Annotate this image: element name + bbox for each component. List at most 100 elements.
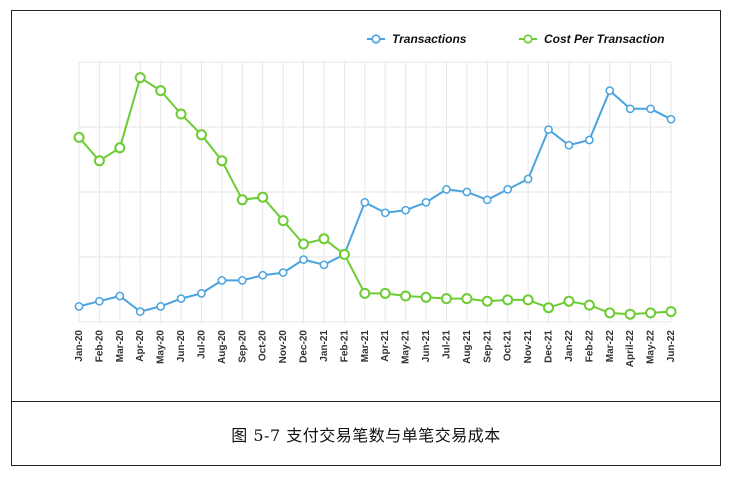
caption-divider xyxy=(11,401,721,402)
figure-caption: 图 5-7 支付交易笔数与单笔交易成本 xyxy=(231,426,501,445)
data-point-transactions xyxy=(217,276,227,285)
data-point-cost-per-transaction xyxy=(461,293,473,305)
data-point-cost-per-transaction xyxy=(583,299,595,311)
x-tick-label: Feb-21 xyxy=(339,330,350,363)
x-tick-label: Jun-21 xyxy=(421,330,432,363)
data-point-transactions xyxy=(319,260,329,270)
x-tick-label: May-22 xyxy=(646,330,657,364)
x-tick-label: Jul-20 xyxy=(196,330,207,359)
data-point-transactions xyxy=(544,125,553,134)
series-lines xyxy=(78,76,672,316)
data-point-transactions xyxy=(115,291,125,301)
x-axis-tick-labels: Jan-20 Feb-20 Mar-20 Apr-20 May-20 Jun-20 Jul-… xyxy=(74,330,677,368)
data-point-cost-per-transaction xyxy=(522,294,534,306)
x-tick-label: Oct-21 xyxy=(503,330,514,362)
data-point-cost-per-transaction xyxy=(195,129,207,141)
x-tick-label: Aug-20 xyxy=(217,330,228,364)
data-point-transactions xyxy=(258,270,268,280)
data-point-cost-per-transaction xyxy=(155,85,167,97)
data-point-transactions xyxy=(503,185,513,194)
x-tick-label: Jun-22 xyxy=(666,330,677,363)
data-point-cost-per-transaction xyxy=(440,293,452,305)
x-tick-label: Apr-21 xyxy=(380,330,391,362)
x-tick-label: Jan-20 xyxy=(74,330,85,362)
data-point-transactions xyxy=(135,307,145,316)
x-tick-label: Mar-21 xyxy=(360,330,371,363)
x-tick-label: Aug-21 xyxy=(462,330,473,364)
data-point-cost-per-transaction xyxy=(359,287,371,299)
data-point-cost-per-transaction xyxy=(624,308,636,320)
data-point-cost-per-transaction xyxy=(543,302,555,314)
figure-frame xyxy=(11,10,721,466)
x-tick-label: Mar-20 xyxy=(115,330,126,363)
data-point-transactions xyxy=(156,302,166,311)
x-tick-label: Dec-21 xyxy=(544,330,555,363)
data-point-transactions xyxy=(74,302,84,311)
data-point-transactions xyxy=(462,187,472,197)
data-point-cost-per-transaction xyxy=(645,307,657,319)
line-chart: Jan-20 Feb-20 Mar-20 Apr-20 May-20 Jun-20 Jul-… xyxy=(73,32,677,368)
data-points xyxy=(73,72,677,320)
data-point-cost-per-transaction xyxy=(216,155,228,167)
data-point-cost-per-transaction xyxy=(481,295,493,307)
x-tick-label: Jan-22 xyxy=(564,330,575,362)
x-tick-label: Oct-20 xyxy=(258,330,269,362)
series-line-transactions xyxy=(78,89,672,313)
data-point-cost-per-transaction xyxy=(134,72,146,84)
x-tick-label: Apr-20 xyxy=(135,330,146,362)
data-point-cost-per-transaction xyxy=(298,238,310,250)
data-point-transactions xyxy=(442,185,451,194)
x-tick-label: Nov-20 xyxy=(278,330,289,364)
data-point-cost-per-transaction xyxy=(175,108,187,120)
x-tick-label: Sep-20 xyxy=(237,330,248,363)
data-point-transactions xyxy=(380,208,390,218)
legend-marker-cost-per-transaction xyxy=(523,34,533,44)
legend-label-cost-per-transaction: Cost Per Transaction xyxy=(544,32,664,46)
data-point-transactions xyxy=(584,135,594,145)
data-point-cost-per-transaction xyxy=(93,155,105,167)
data-point-transactions xyxy=(666,114,676,124)
data-point-cost-per-transaction xyxy=(277,215,289,227)
data-point-cost-per-transaction xyxy=(236,194,248,206)
data-point-transactions xyxy=(237,276,247,285)
x-tick-label: Sep-21 xyxy=(482,330,493,363)
legend-marker-transactions xyxy=(371,34,381,44)
data-point-cost-per-transaction xyxy=(400,290,412,302)
data-point-transactions xyxy=(299,255,308,264)
x-tick-label: Mar-22 xyxy=(605,330,616,363)
x-tick-label: Feb-20 xyxy=(94,330,105,363)
x-tick-label: Jan-21 xyxy=(319,330,330,362)
data-point-transactions xyxy=(482,195,492,205)
data-point-cost-per-transaction xyxy=(563,295,575,307)
x-tick-label: Dec-20 xyxy=(299,330,310,363)
data-point-cost-per-transaction xyxy=(502,294,514,306)
x-tick-label: Feb-22 xyxy=(584,330,595,363)
data-point-cost-per-transaction xyxy=(379,287,391,299)
data-point-transactions xyxy=(360,198,370,207)
data-point-transactions xyxy=(95,296,104,306)
data-point-transactions xyxy=(523,174,533,184)
data-point-transactions xyxy=(197,289,206,298)
data-point-cost-per-transaction xyxy=(257,191,269,203)
x-tick-label: April-22 xyxy=(625,330,636,368)
data-point-transactions xyxy=(646,104,655,114)
data-point-cost-per-transaction xyxy=(73,131,85,143)
data-point-cost-per-transaction xyxy=(604,307,616,319)
data-point-cost-per-transaction xyxy=(114,142,126,154)
legend-label-transactions: Transactions xyxy=(392,32,467,46)
data-point-transactions xyxy=(278,268,288,277)
data-point-transactions xyxy=(421,198,431,207)
x-tick-label: Jul-21 xyxy=(441,330,452,359)
data-point-cost-per-transaction xyxy=(338,248,350,260)
data-point-transactions xyxy=(176,294,186,303)
data-point-transactions xyxy=(401,205,410,215)
data-point-transactions xyxy=(625,104,635,114)
legend: Transactions Cost Per Transaction xyxy=(367,32,664,46)
data-point-cost-per-transaction xyxy=(318,233,330,245)
data-point-cost-per-transaction xyxy=(420,291,432,303)
data-point-transactions xyxy=(564,140,574,150)
data-point-transactions xyxy=(605,86,615,95)
series-line-cost-per-transaction xyxy=(78,76,672,316)
x-tick-label: Nov-21 xyxy=(523,330,534,364)
grid-lines xyxy=(78,61,672,323)
